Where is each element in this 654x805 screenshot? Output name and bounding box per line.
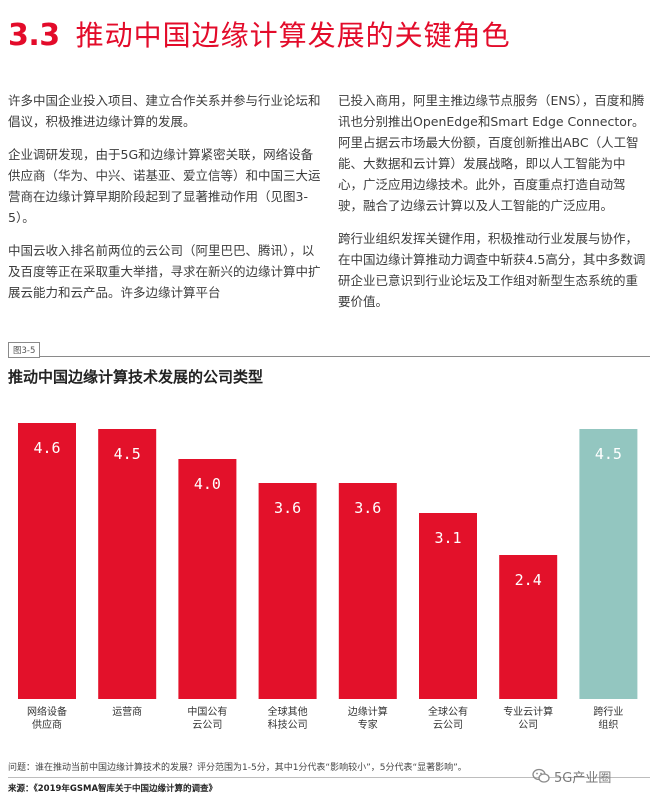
bar-value-label: 3.1 xyxy=(434,529,461,547)
bar xyxy=(338,483,397,699)
body-column-left: 许多中国企业投入项目、建立合作关系并参与行业论坛和倡议，积极推进边缘计算的发展。… xyxy=(8,90,322,315)
bar xyxy=(579,429,638,699)
category-label: 专业云计算 xyxy=(503,705,553,718)
bar xyxy=(178,459,237,699)
bar xyxy=(499,555,558,699)
source-credit: 来源：《2019年GSMA智库关于中国边缘计算的调查》 xyxy=(8,784,218,794)
bar xyxy=(98,429,157,699)
category-label: 跨行业 xyxy=(593,705,623,718)
figure-title: 推动中国边缘计算技术发展的公司类型 xyxy=(8,368,264,386)
bar-value-label: 3.6 xyxy=(274,499,301,517)
bar-value-label: 4.0 xyxy=(194,475,221,493)
bar-value-label: 3.6 xyxy=(354,499,381,517)
category-label: 运营商 xyxy=(112,705,142,718)
paragraph: 中国云收入排名前两位的云公司（阿里巴巴、腾讯），以及百度等正在采取重大举措，寻求… xyxy=(8,243,321,300)
watermark: 5G产业圈 xyxy=(532,766,611,786)
category-label: 全球公有 xyxy=(428,705,468,718)
paragraph: 企业调研发现，由于5G和边缘计算紧密关联，网络设备供应商（华为、中兴、诺基亚、爱… xyxy=(8,147,321,225)
source-divider xyxy=(8,777,650,778)
bar xyxy=(258,483,317,699)
category-label: 云公司 xyxy=(192,720,222,731)
bar xyxy=(419,513,477,699)
watermark-text: 5G产业圈 xyxy=(554,770,612,786)
figure-divider xyxy=(8,356,650,357)
category-label: 网络设备 xyxy=(27,705,67,718)
body-column-right: 已投入商用，阿里主推边缘节点服务（ENS），百度和腾讯也分别推出OpenEdge… xyxy=(338,90,650,324)
figure-label: 图3-5 xyxy=(8,342,41,358)
bar-value-label: 4.5 xyxy=(595,445,622,463)
bar xyxy=(18,423,76,699)
section-heading: 3.3 推动中国边缘计算发展的关键角色 xyxy=(8,14,511,62)
category-label: 云公司 xyxy=(433,720,463,731)
bar-value-label: 4.6 xyxy=(33,439,60,457)
category-label: 中国公有 xyxy=(187,705,227,718)
paragraph: 跨行业组织发挥关键作用，积极推动行业发展与协作，在中国边缘计算推动力调查中斩获4… xyxy=(338,231,646,309)
bar-value-label: 4.5 xyxy=(114,445,141,463)
bar-value-label: 2.4 xyxy=(515,571,542,589)
section-number: 3.3 xyxy=(8,18,60,53)
category-label: 全球其他 xyxy=(268,705,308,718)
paragraph: 已投入商用，阿里主推边缘节点服务（ENS），百度和腾讯也分别推出OpenEdge… xyxy=(338,93,645,213)
category-label: 边缘计算 xyxy=(348,705,388,718)
category-label: 公司 xyxy=(518,720,538,731)
category-label: 专家 xyxy=(358,718,378,731)
section-title: 推动中国边缘计算发展的关键角色 xyxy=(75,19,511,52)
category-label: 科技公司 xyxy=(268,718,308,731)
category-label: 供应商 xyxy=(32,718,62,731)
chart-note: 问题：谁在推动当前中国边缘计算技术的发展？评分范围为1-5分，其中1分代表“影响… xyxy=(8,763,467,773)
paragraph: 许多中国企业投入项目、建立合作关系并参与行业论坛和倡议，积极推进边缘计算的发展。 xyxy=(8,93,321,129)
wechat-icon xyxy=(532,768,550,783)
category-label: 组织 xyxy=(598,718,618,731)
